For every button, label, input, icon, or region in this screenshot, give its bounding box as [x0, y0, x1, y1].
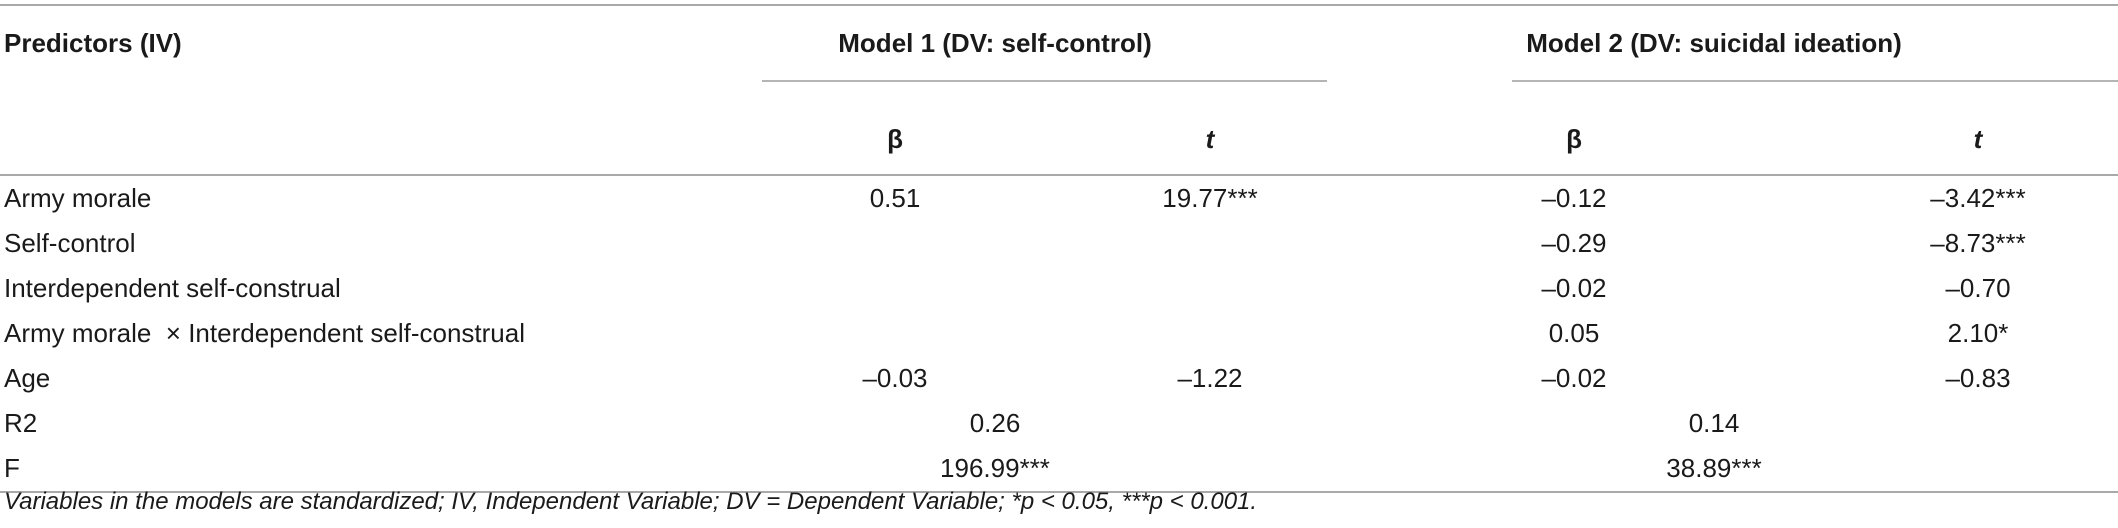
m1-beta-cell: [680, 311, 1110, 356]
model2-t-header: t: [1973, 123, 1983, 154]
m2-t-cell: –8.73***: [1930, 228, 2026, 258]
f-label: F: [0, 446, 680, 493]
row-label: Army morale: [4, 183, 152, 213]
model1-header: Model 1 (DV: self-control): [680, 4, 1310, 104]
m1-f-cell: 196.99***: [680, 446, 1310, 493]
m2-beta-cell: –0.29: [1541, 228, 1607, 258]
m2-t-cell: –0.70: [1945, 273, 2011, 303]
table-row: Self-control –0.29 –8.73***: [0, 221, 2118, 266]
model2-beta-header: β: [1566, 123, 1582, 154]
m2-beta-cell: 0.05: [1548, 318, 1600, 348]
row-label: Self-control: [4, 228, 136, 258]
regression-table: Predictors (IV) Model 1 (DV: self-contro…: [0, 4, 2118, 493]
m1-t-cell: [1110, 311, 1310, 356]
m1-beta-cell: [680, 266, 1110, 311]
table-row: Army morale × Interdependent self-constr…: [0, 311, 2118, 356]
table-row-r2: R2 0.26 0.14: [0, 401, 2118, 446]
m1-t-cell: [1110, 221, 1310, 266]
r2-label: R2: [4, 408, 38, 438]
table-footnote: Variables in the models are standardized…: [4, 488, 1258, 515]
m2-t-cell: –0.83: [1945, 363, 2011, 393]
predictors-header: Predictors (IV): [0, 4, 680, 104]
m1-beta-cell: 0.51: [869, 183, 921, 213]
m2-beta-cell: –0.02: [1541, 273, 1607, 303]
row-label: Interdependent self-construal: [4, 273, 341, 303]
m2-r2-cell: 0.14: [1688, 408, 1740, 438]
m1-r2-cell: 0.26: [969, 408, 1021, 438]
m1-t-cell: [1110, 266, 1310, 311]
table-row: Interdependent self-construal –0.02 –0.7…: [0, 266, 2118, 311]
table-row-f: F 196.99*** 38.89***: [0, 446, 2118, 493]
row-label: Age: [4, 363, 51, 393]
row-label: Army morale × Interdependent self-constr…: [4, 318, 525, 348]
m2-t-cell: –3.42***: [1930, 183, 2026, 213]
model2-header: Model 2 (DV: suicidal ideation): [1310, 4, 2118, 104]
m1-t-cell: 19.77***: [1162, 183, 1258, 213]
model1-t-header: t: [1205, 123, 1215, 154]
m1-beta-cell: –0.03: [862, 363, 928, 393]
m2-t-cell: 2.10*: [1947, 318, 2009, 348]
m2-f-cell: 38.89***: [1310, 446, 2118, 493]
table-row: Age –0.03 –1.22 –0.02 –0.83: [0, 356, 2118, 401]
table-row: Army morale 0.51 19.77*** –0.12 –3.42***: [0, 175, 2118, 221]
m1-beta-cell: [680, 221, 1110, 266]
model1-beta-header: β: [887, 123, 903, 154]
m2-beta-cell: –0.02: [1541, 363, 1607, 393]
m1-t-cell: –1.22: [1177, 363, 1243, 393]
m2-beta-cell: –0.12: [1541, 183, 1607, 213]
